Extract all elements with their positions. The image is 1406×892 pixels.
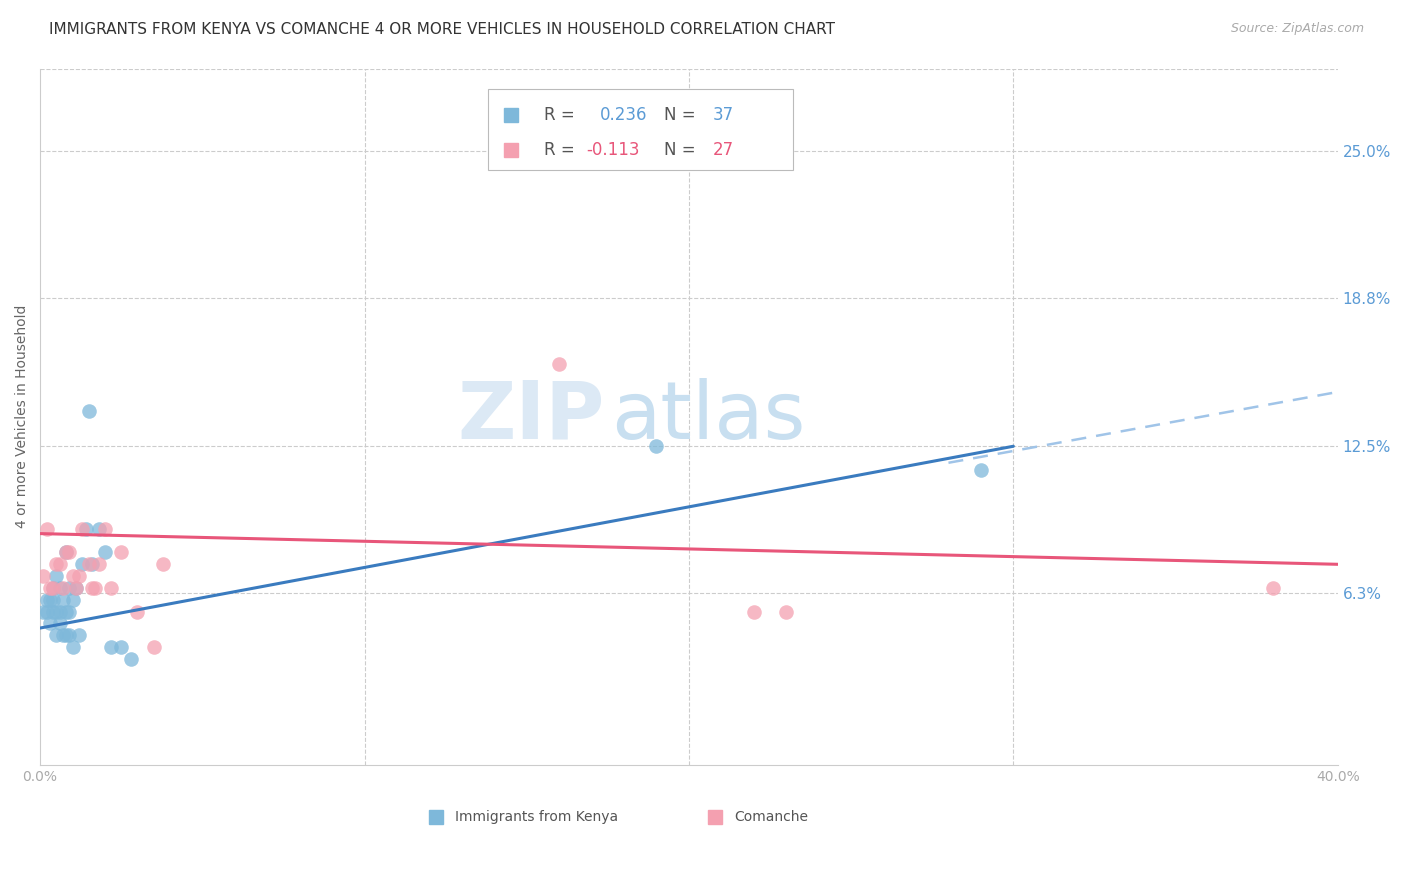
- Text: Comanche: Comanche: [734, 810, 808, 824]
- Point: [32, 569, 55, 583]
- Point: [55, 605, 77, 619]
- Text: IMMIGRANTS FROM KENYA VS COMANCHE 4 OR MORE VEHICLES IN HOUSEHOLD CORRELATION CH: IMMIGRANTS FROM KENYA VS COMANCHE 4 OR M…: [49, 22, 835, 37]
- Point: [35, 592, 58, 607]
- Point: [35, 522, 58, 536]
- Point: [80, 558, 103, 572]
- Text: N =: N =: [664, 106, 702, 124]
- Point: [77, 404, 100, 418]
- Point: [72, 522, 94, 536]
- Point: [62, 592, 84, 607]
- Point: [38, 592, 60, 607]
- Point: [110, 545, 132, 559]
- Y-axis label: 4 or more Vehicles in Household: 4 or more Vehicles in Household: [15, 305, 30, 528]
- Text: Immigrants from Kenya: Immigrants from Kenya: [456, 810, 619, 824]
- Point: [55, 628, 77, 642]
- Point: [142, 640, 165, 654]
- Point: [94, 522, 117, 536]
- Point: [58, 605, 80, 619]
- Text: 27: 27: [713, 141, 734, 159]
- Text: R =: R =: [544, 106, 579, 124]
- Point: [32, 605, 55, 619]
- Point: [67, 628, 90, 642]
- Point: [58, 628, 80, 642]
- Point: [45, 569, 67, 583]
- Point: [67, 569, 90, 583]
- Point: [45, 558, 67, 572]
- Point: [65, 581, 87, 595]
- Point: [35, 605, 58, 619]
- Point: [55, 545, 77, 559]
- Point: [58, 581, 80, 595]
- Point: [80, 581, 103, 595]
- Point: [127, 605, 149, 619]
- Point: [65, 581, 87, 595]
- Point: [72, 558, 94, 572]
- Point: [42, 592, 65, 607]
- Point: [100, 581, 122, 595]
- Point: [42, 605, 65, 619]
- Point: [120, 651, 142, 665]
- Point: [84, 581, 107, 595]
- Point: [548, 357, 571, 371]
- Point: [742, 605, 765, 619]
- Text: -0.113: -0.113: [586, 141, 640, 159]
- Point: [775, 605, 797, 619]
- Text: 37: 37: [713, 106, 734, 124]
- FancyBboxPatch shape: [488, 89, 793, 169]
- Point: [152, 558, 174, 572]
- Point: [645, 439, 668, 453]
- Point: [38, 581, 60, 595]
- Point: [52, 581, 75, 595]
- Text: atlas: atlas: [612, 377, 806, 456]
- Point: [48, 581, 70, 595]
- Point: [1261, 581, 1284, 595]
- Point: [110, 640, 132, 654]
- Point: [48, 616, 70, 631]
- Text: R =: R =: [544, 141, 579, 159]
- Point: [42, 581, 65, 595]
- Point: [62, 569, 84, 583]
- Point: [48, 605, 70, 619]
- Point: [100, 640, 122, 654]
- Point: [45, 605, 67, 619]
- Point: [42, 581, 65, 595]
- Point: [58, 545, 80, 559]
- Point: [52, 628, 75, 642]
- Point: [970, 463, 993, 477]
- Point: [48, 558, 70, 572]
- Point: [55, 545, 77, 559]
- Text: 0.236: 0.236: [599, 106, 647, 124]
- Text: N =: N =: [664, 141, 702, 159]
- Text: ZIP: ZIP: [457, 377, 605, 456]
- Text: Source: ZipAtlas.com: Source: ZipAtlas.com: [1230, 22, 1364, 36]
- Point: [87, 522, 110, 536]
- Point: [45, 628, 67, 642]
- Point: [38, 616, 60, 631]
- Point: [62, 640, 84, 654]
- Point: [94, 545, 117, 559]
- Point: [87, 558, 110, 572]
- Point: [75, 522, 97, 536]
- Point: [52, 592, 75, 607]
- Point: [77, 558, 100, 572]
